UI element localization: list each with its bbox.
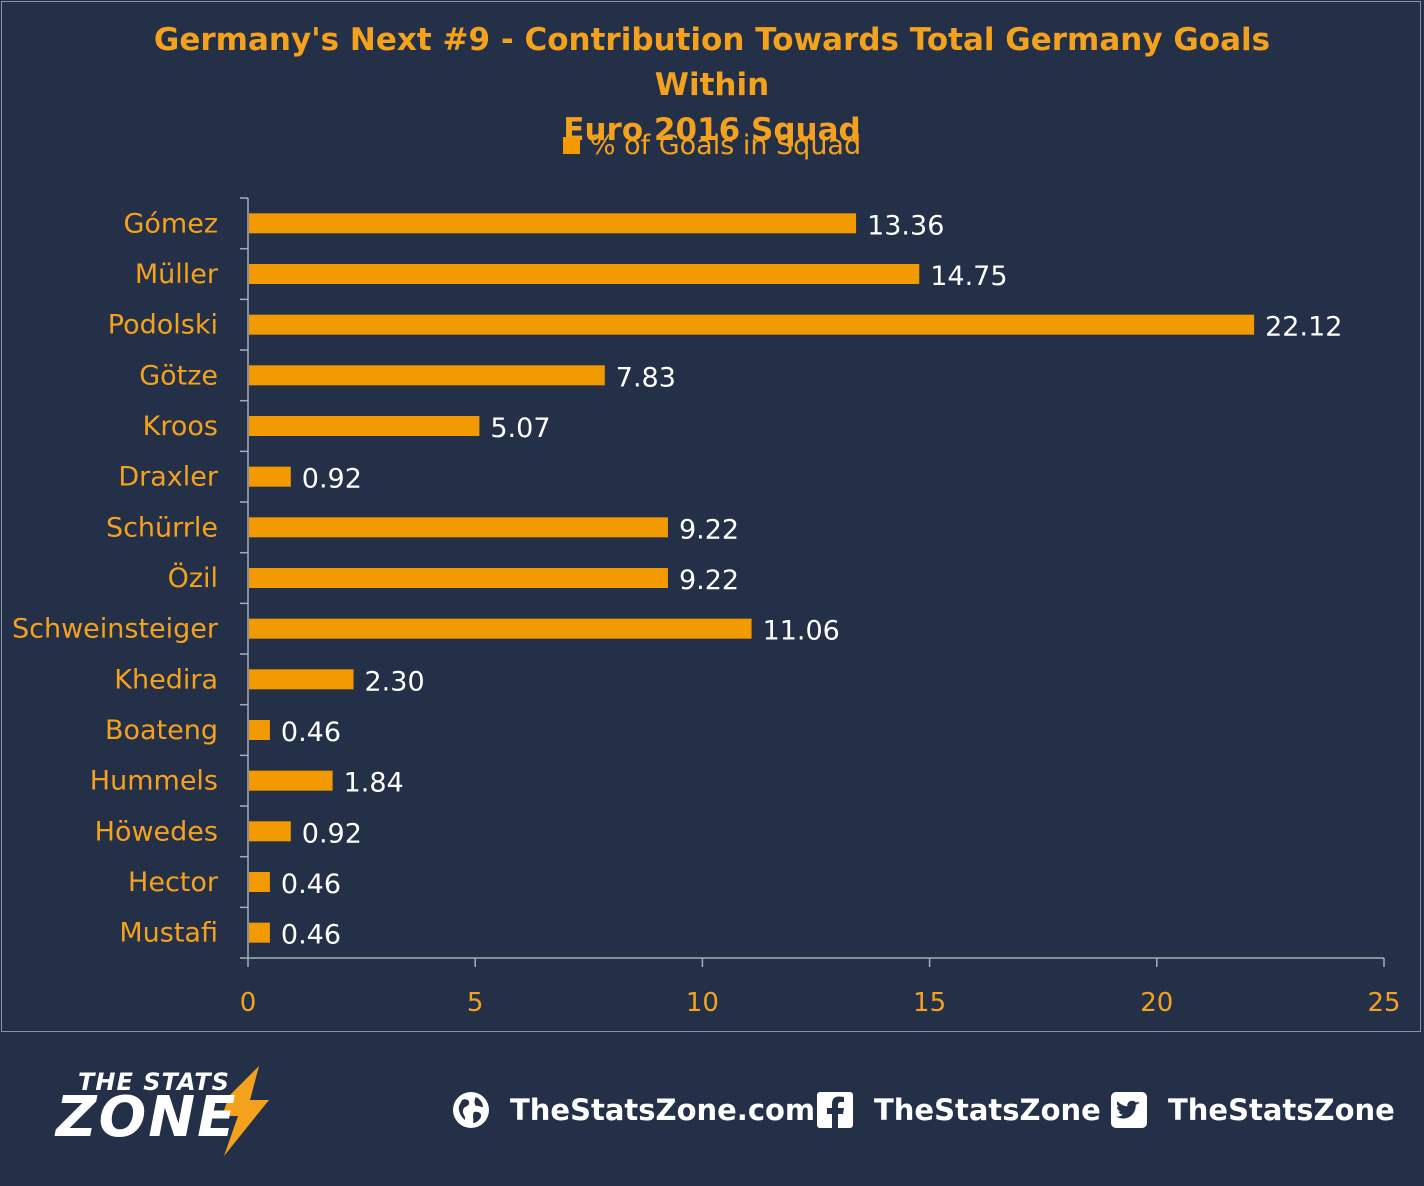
bar xyxy=(249,669,354,690)
category-label: Höwedes xyxy=(95,816,218,847)
value-label: 7.83 xyxy=(616,362,676,393)
bar xyxy=(249,872,270,892)
chart-legend: % of Goals in Squad xyxy=(0,130,1424,161)
bar xyxy=(249,618,752,639)
category-label: Götze xyxy=(139,360,218,391)
value-label: 0.46 xyxy=(281,920,341,951)
category-label: Gómez xyxy=(123,208,218,239)
x-tick-label: 0 xyxy=(240,988,257,1018)
category-label: Schürrle xyxy=(106,512,218,543)
category-label: Kroos xyxy=(143,411,218,442)
chart-area xyxy=(1,1,1421,1032)
value-label: 2.30 xyxy=(365,666,425,697)
website-label: TheStatsZone.com xyxy=(510,1093,816,1127)
logo-graphic xyxy=(222,1066,269,1156)
x-tick-label: 5 xyxy=(467,988,484,1018)
facebook-label: TheStatsZone xyxy=(874,1093,1101,1127)
x-tick-label: 25 xyxy=(1367,988,1400,1018)
x-tick-label: 15 xyxy=(913,988,946,1018)
chart-title-line-1: Germany's Next #9 - Contribution Towards… xyxy=(153,22,1271,103)
logo-main-text: ZONE xyxy=(56,1085,238,1150)
globe-icon xyxy=(452,1091,490,1129)
legend-label: % of Goals in Squad xyxy=(589,130,862,161)
value-label: 0.46 xyxy=(281,717,341,748)
twitter-link[interactable]: TheStatsZone xyxy=(1110,1088,1395,1132)
website-link[interactable]: TheStatsZone.com xyxy=(452,1088,815,1132)
bar xyxy=(249,314,1255,335)
category-label: Draxler xyxy=(118,462,219,493)
category-label: Boateng xyxy=(105,715,218,746)
bar xyxy=(249,770,333,791)
category-label: Hector xyxy=(128,867,219,898)
value-label: 22.12 xyxy=(1265,312,1342,343)
facebook-link[interactable]: TheStatsZone xyxy=(816,1088,1101,1132)
chart-title-line-2: Euro 2016 Squad xyxy=(563,112,861,148)
chart-title: Germany's Next #9 - Contribution Towards… xyxy=(100,18,1324,153)
value-label: 9.22 xyxy=(679,565,739,596)
bar xyxy=(249,922,270,943)
bar xyxy=(249,720,270,740)
category-label: Khedira xyxy=(114,664,218,695)
bar-plot: 0 5 10 15 20 25 Gómez 13.36 Müller 14.75 Podolski 2… xyxy=(12,197,1401,1018)
bar xyxy=(249,466,291,487)
category-label: Schweinsteiger xyxy=(12,614,219,645)
twitter-icon xyxy=(1110,1091,1148,1129)
value-label: 14.75 xyxy=(930,261,1007,292)
legend-swatch xyxy=(562,137,580,154)
x-tick-label: 10 xyxy=(686,988,719,1018)
bar xyxy=(249,264,920,284)
value-label: 0.92 xyxy=(302,818,362,849)
category-label: Podolski xyxy=(108,310,218,341)
logo-top-text: THE STATS xyxy=(78,1068,230,1096)
bar xyxy=(249,365,605,386)
value-label: 9.22 xyxy=(679,514,739,545)
value-label: 1.84 xyxy=(344,768,404,799)
facebook-icon xyxy=(816,1091,854,1129)
value-label: 0.92 xyxy=(302,464,362,495)
category-label: Mustafi xyxy=(119,918,218,949)
value-label: 11.06 xyxy=(763,616,840,647)
value-label: 0.46 xyxy=(281,869,341,900)
value-label: 13.36 xyxy=(867,210,944,241)
bar xyxy=(249,213,857,234)
value-label: 5.07 xyxy=(490,413,550,444)
bar xyxy=(249,568,668,588)
bar xyxy=(249,517,668,538)
x-tick-label: 20 xyxy=(1140,988,1173,1018)
category-label: Özil xyxy=(168,562,218,594)
bar xyxy=(249,416,480,436)
category-label: Hummels xyxy=(90,766,218,797)
category-label: Müller xyxy=(135,259,219,290)
bar xyxy=(249,821,291,842)
twitter-label: TheStatsZone xyxy=(1168,1093,1395,1127)
stats-zone-logo: THE STATS ZONE xyxy=(54,1066,304,1161)
logo-bolt-icon xyxy=(222,1066,269,1156)
